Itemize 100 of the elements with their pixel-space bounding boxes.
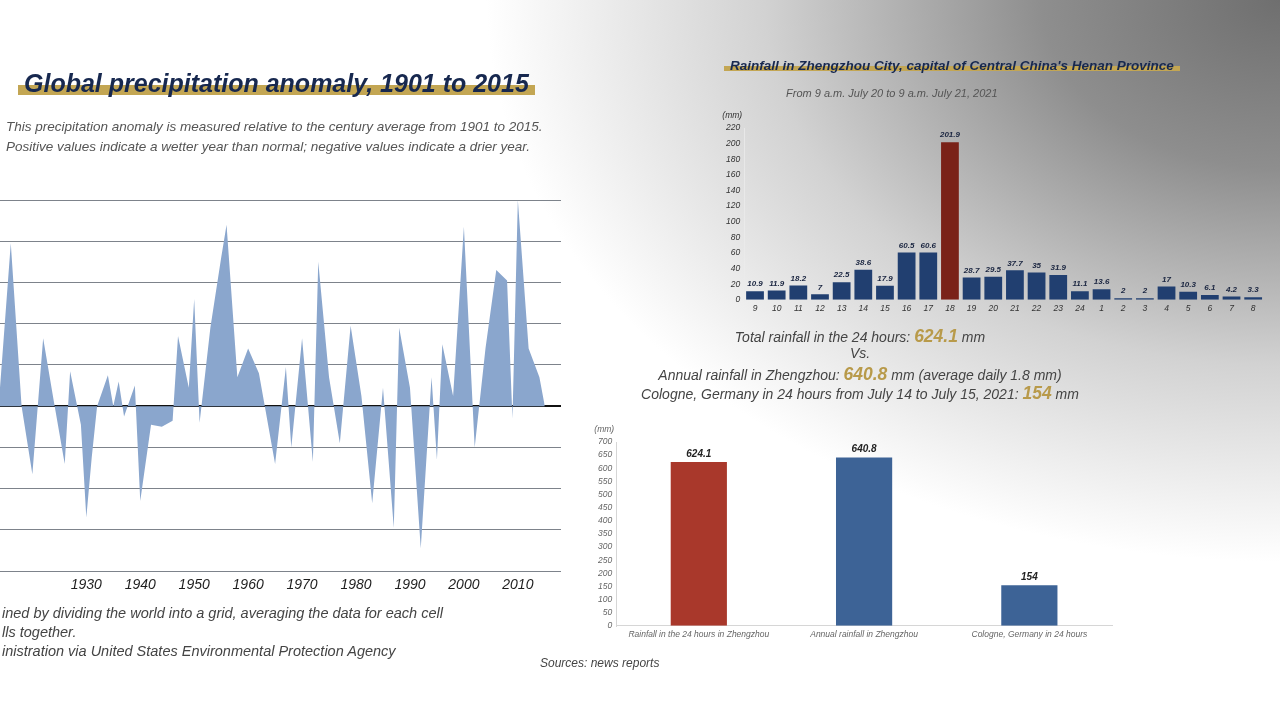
y-tick-label: 140	[725, 184, 741, 195]
bar	[832, 282, 851, 300]
x-tick-label: 11	[793, 303, 804, 314]
x-tick-label: 3	[1142, 303, 1148, 314]
y-tick-label: 650	[597, 449, 613, 460]
x-tick-label: 7	[1229, 303, 1235, 314]
data-label: 35	[1032, 260, 1042, 270]
x-tick-label: 21	[1009, 303, 1020, 314]
data-label: 6.1	[1204, 283, 1216, 293]
x-tick-label: Rainfall in the 24 hours in Zhengzhou	[628, 629, 770, 640]
y-tick-label: 40	[730, 262, 741, 273]
x-tick-label: 17	[923, 303, 934, 314]
x-tick-label: 1930	[70, 576, 103, 593]
bar	[836, 457, 893, 626]
x-tick-label: 5	[1185, 303, 1191, 314]
x-tick-label: 2000	[447, 576, 480, 593]
bar	[1092, 289, 1111, 300]
data-label: 11.9	[769, 278, 785, 288]
y-tick-label: 80	[730, 231, 741, 242]
x-tick-label: 1960	[232, 576, 264, 593]
x-tick-label: 23	[1052, 303, 1064, 314]
y-tick-label: 20	[729, 278, 741, 289]
x-tick-label: 18	[945, 303, 955, 314]
bar	[746, 291, 764, 300]
y-tick-label: 700	[597, 436, 613, 447]
data-label: 154	[1021, 571, 1039, 583]
data-label: 22.5	[832, 270, 850, 280]
x-tick-label: 9	[752, 303, 758, 314]
bar	[876, 285, 894, 300]
y-tick-label: 0	[735, 294, 741, 305]
text: ined by dividing the world into a grid, averaging the data for each cell	[2, 605, 443, 621]
source-note: Sources: news reports	[540, 656, 660, 670]
data-label: 640.8	[851, 443, 878, 455]
data-label: 11.1	[1072, 279, 1088, 289]
text: Cologne, Germany in 24 hours from July 14 to July 15, 2021: 154 mm	[641, 383, 1079, 403]
data-label: 60.6	[920, 240, 937, 250]
bar	[897, 252, 916, 300]
y-tick-label: 120	[725, 200, 741, 211]
bar	[1049, 274, 1068, 300]
chart-subtitle: From 9 a.m. July 20 to 9 a.m. July 21, 2021	[786, 86, 998, 101]
data-label: 7	[817, 282, 823, 292]
chart-title: Rainfall in Zhengzhou City, capital of Central China's Henan Province	[724, 58, 1180, 73]
bar	[789, 285, 808, 300]
x-tick-label: 20	[987, 303, 999, 314]
data-label: 10.9	[747, 279, 764, 289]
data-label: 13.6	[1093, 277, 1110, 287]
data-label: 28.7	[962, 265, 980, 275]
x-tick-label: 16	[901, 303, 912, 314]
y-tick-label: 200	[596, 567, 613, 578]
y-tick-label: 150	[597, 580, 613, 591]
y-tick-label: 500	[597, 488, 613, 499]
y-tick-label: 350	[597, 528, 613, 539]
y-tick-label: 60	[730, 247, 741, 258]
y-tick-label: 600	[597, 462, 613, 473]
data-label: 2	[1141, 286, 1148, 296]
y-tick-label: 100	[725, 216, 741, 227]
y-tick-label: 400	[597, 515, 613, 526]
data-label: 17	[1162, 274, 1172, 284]
x-tick-label: 1970	[286, 576, 318, 593]
data-label: 29.5	[984, 264, 1002, 274]
text: Vs.	[848, 345, 872, 361]
y-tick-label: 0	[607, 620, 613, 631]
text: lls together.	[2, 624, 77, 640]
x-tick-label: 13	[836, 303, 847, 314]
data-label: 38.6	[855, 257, 872, 267]
x-tick-label: 1980	[340, 576, 372, 593]
data-label: 31.9	[1050, 263, 1067, 273]
data-label: 37.7	[1007, 258, 1024, 268]
bar	[1071, 291, 1089, 300]
data-label: 4.2	[1224, 284, 1238, 294]
bar	[984, 276, 1003, 300]
y-tick-label: 220	[724, 122, 741, 133]
bar	[1006, 270, 1024, 300]
y-tick-label: 50	[602, 607, 613, 618]
y-tick-label: 180	[725, 153, 741, 164]
x-tick-label: Annual rainfall in Zhengzhou	[809, 629, 919, 640]
y-tick-label: 200	[724, 137, 741, 148]
x-tick-label: 8	[1250, 303, 1256, 314]
data-label: 18.2	[790, 273, 807, 283]
x-tick-label: 10	[771, 303, 782, 314]
bar	[1027, 272, 1046, 300]
y-tick-label: 160	[725, 169, 741, 180]
bar	[811, 294, 829, 300]
x-tick-label: 1940	[124, 576, 157, 593]
y-tick-label: 550	[597, 475, 613, 486]
y-tick-label: 250	[596, 554, 613, 565]
bar	[941, 142, 959, 300]
bar	[670, 461, 727, 626]
bar	[1001, 585, 1058, 626]
x-tick-label: 1	[1099, 303, 1105, 314]
data-label: 624.1	[686, 447, 712, 459]
data-label: 201.9	[938, 130, 961, 140]
x-tick-label: Cologne, Germany in 24 hours	[971, 629, 1088, 640]
data-label: 17.9	[877, 274, 894, 284]
text: Annual rainfall in Zhengzhou: 640.8 mm (average daily 1.8 mm)	[657, 364, 1063, 385]
x-tick-label: 22	[1030, 303, 1042, 314]
bar	[962, 277, 981, 300]
x-tick-label: 2	[1119, 303, 1126, 314]
y-tick-label: 450	[597, 502, 613, 512]
x-tick-label: 1990	[394, 576, 426, 593]
